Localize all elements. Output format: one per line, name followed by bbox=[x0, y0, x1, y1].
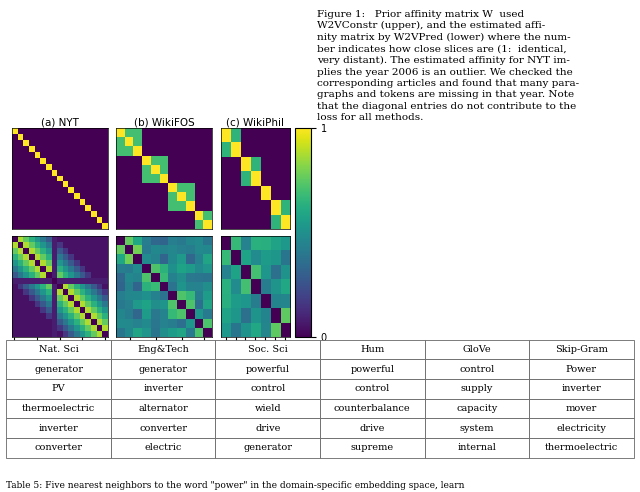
Title: (c) WikiPhil: (c) WikiPhil bbox=[227, 117, 284, 127]
Title: (b) WikiFOS: (b) WikiFOS bbox=[134, 117, 195, 127]
Text: Table 5: Five nearest neighbors to the word "power" in the domain-specific embed: Table 5: Five nearest neighbors to the w… bbox=[6, 481, 465, 490]
Title: (a) NYT: (a) NYT bbox=[40, 117, 79, 127]
Text: Figure 1:   Prior affinity matrix W  used
W2VConstr (upper), and the estimated a: Figure 1: Prior affinity matrix W used W… bbox=[317, 10, 580, 123]
